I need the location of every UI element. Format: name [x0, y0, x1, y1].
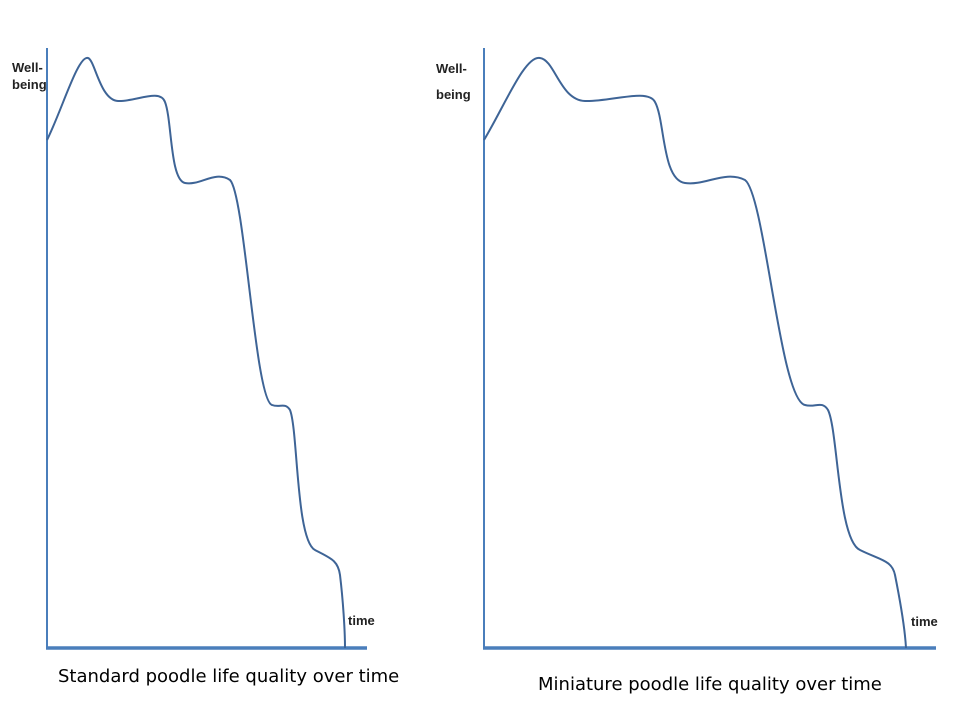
wellbeing-curve [483, 56, 907, 649]
y-label: Well- being [436, 61, 471, 102]
wellbeing-curve [46, 57, 346, 649]
y-label-line: being [12, 77, 47, 92]
caption: Miniature poodle life quality over time [538, 674, 882, 695]
panel-miniature: Well- being time Miniature poodle life q… [436, 48, 938, 695]
x-label: time [911, 614, 938, 629]
panel-standard: Well- being time Standard poodle life qu… [12, 48, 399, 687]
y-label: Well- being [12, 60, 47, 92]
x-label: time [348, 613, 375, 628]
y-label-line: Well- [436, 61, 467, 76]
caption: Standard poodle life quality over time [58, 666, 399, 687]
y-label-line: being [436, 87, 471, 102]
y-label-line: Well- [12, 60, 43, 75]
